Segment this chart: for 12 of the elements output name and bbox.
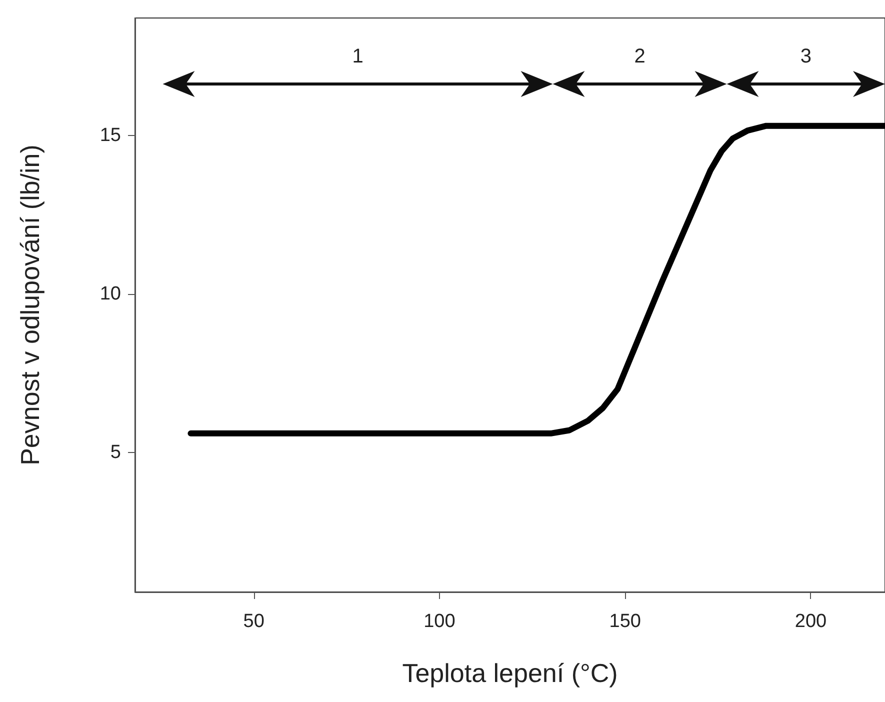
annotation: 2 — [634, 45, 646, 68]
x-tick-label: 200 — [794, 611, 827, 632]
x-tick-label: 100 — [424, 611, 456, 632]
annotation: 3 — [800, 45, 812, 68]
x-tick-label: 150 — [609, 611, 641, 632]
y-tick-label: 15 — [100, 124, 121, 146]
y-tick-label: 5 — [110, 442, 121, 463]
y-tick-label: 10 — [100, 283, 121, 304]
x-axis-title: Teplota lepení (°C) — [402, 658, 618, 688]
y-axis-title: Pevnost v odlupování (lb/in) — [15, 144, 45, 466]
x-tick-label: 50 — [243, 611, 264, 632]
annotation: 1 — [352, 45, 364, 68]
